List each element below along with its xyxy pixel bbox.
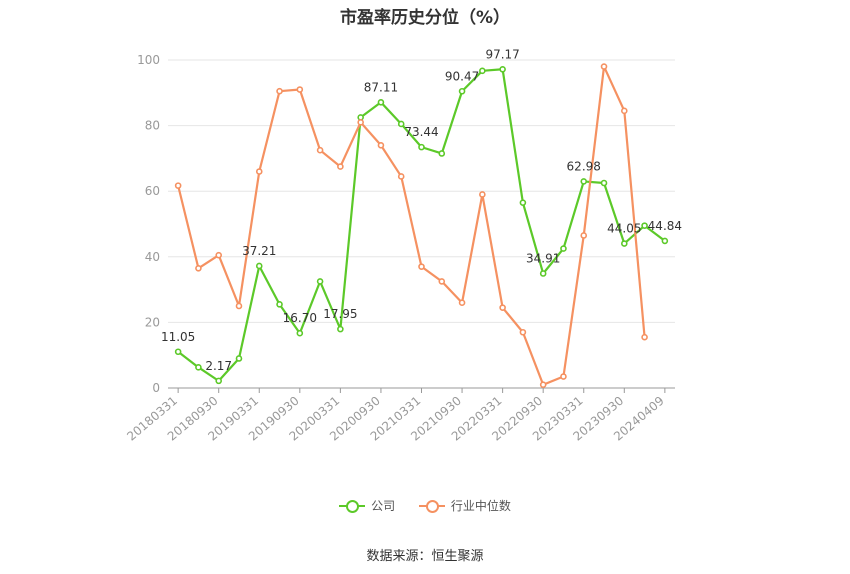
data-point-0	[479, 67, 486, 75]
data-labels: 11.05 2.17 37.21 16.70 17.95 87.11 73.44 90.47 9…	[161, 47, 682, 373]
data-point-0	[316, 278, 324, 285]
y-tick-label: 0	[152, 381, 160, 395]
data-label: 73.44	[404, 125, 438, 139]
data-point-1	[560, 373, 567, 380]
data-point-1	[357, 119, 364, 126]
data-point-0	[397, 120, 405, 128]
data-point-0	[661, 237, 669, 245]
y-tick-label: 60	[145, 184, 160, 198]
data-point-0	[174, 348, 182, 356]
data-point-1	[479, 191, 486, 198]
data-point-1	[438, 278, 446, 285]
data-point-0	[438, 150, 446, 157]
data-point-1	[255, 168, 263, 175]
data-point-0	[560, 245, 567, 252]
data-point-0	[377, 98, 385, 106]
series-line-1	[177, 65, 646, 386]
data-point-1	[418, 263, 425, 270]
data-point-1	[195, 264, 202, 272]
data-point-0	[519, 199, 527, 206]
data-point-1	[499, 304, 506, 311]
y-tick-label: 80	[145, 119, 160, 133]
data-label: 87.11	[364, 80, 398, 94]
data-point-1	[215, 251, 222, 259]
data-label: 44.05	[607, 222, 641, 236]
data-point-0	[539, 270, 547, 277]
data-label: 17.95	[323, 307, 357, 321]
legend-company-label: 公司	[371, 499, 396, 513]
data-point-0	[418, 143, 425, 151]
data-point-1	[377, 141, 385, 149]
legend: 公司 行业中位数	[0, 497, 850, 516]
data-point-1	[337, 163, 344, 170]
data-point-0	[641, 222, 648, 229]
data-point-1	[174, 182, 182, 189]
data-point-0	[620, 240, 628, 247]
data-point-1	[276, 87, 283, 95]
data-label: 11.05	[161, 330, 195, 344]
data-point-0	[337, 325, 344, 333]
grid-lines	[168, 59, 675, 323]
data-point-1	[458, 299, 466, 307]
legend-item-company[interactable]: 公司	[339, 497, 395, 514]
legend-industry-swatch	[418, 499, 445, 513]
chart-title: 市盈率历史分位（%）	[339, 8, 511, 28]
data-point-1	[620, 107, 628, 115]
data-label: 34.91	[526, 251, 560, 265]
data-point-0	[600, 179, 608, 187]
data-point-0	[580, 178, 588, 185]
data-point-1	[397, 173, 405, 180]
data-label: 16.70	[283, 311, 317, 325]
data-point-0	[276, 301, 283, 308]
data-point-1	[600, 63, 608, 70]
source-note: 数据来源：恒生聚源	[366, 549, 484, 564]
y-tick-label: 20	[145, 315, 160, 329]
legend-company-swatch	[339, 499, 366, 513]
data-point-1	[235, 302, 243, 310]
data-point-1	[519, 328, 527, 336]
data-point-0	[458, 87, 466, 95]
data-point-0	[296, 329, 304, 337]
data-point-1	[296, 86, 304, 93]
y-tick-label: 100	[137, 53, 160, 67]
data-point-1	[539, 381, 547, 389]
data-point-1	[316, 146, 324, 154]
data-point-0	[195, 364, 202, 371]
legend-industry-label: 行业中位数	[450, 499, 511, 513]
y-tick-label: 40	[145, 250, 160, 264]
data-point-0	[215, 377, 222, 385]
series-lines	[174, 63, 669, 389]
data-label: 97.17	[485, 47, 519, 61]
data-point-0	[235, 355, 243, 362]
data-point-0	[255, 262, 263, 270]
data-label: 44.84	[648, 219, 682, 233]
data-point-1	[580, 232, 588, 239]
data-label: 62.98	[567, 159, 601, 173]
data-label: 37.21	[242, 244, 276, 258]
data-label: 90.47	[445, 69, 479, 83]
data-point-0	[499, 65, 506, 73]
data-point-1	[641, 333, 648, 341]
axes: 0204060801002018033120180930201903312019…	[124, 53, 675, 444]
data-label: 2.17	[205, 359, 232, 373]
legend-item-industry-median[interactable]: 行业中位数	[418, 497, 511, 514]
